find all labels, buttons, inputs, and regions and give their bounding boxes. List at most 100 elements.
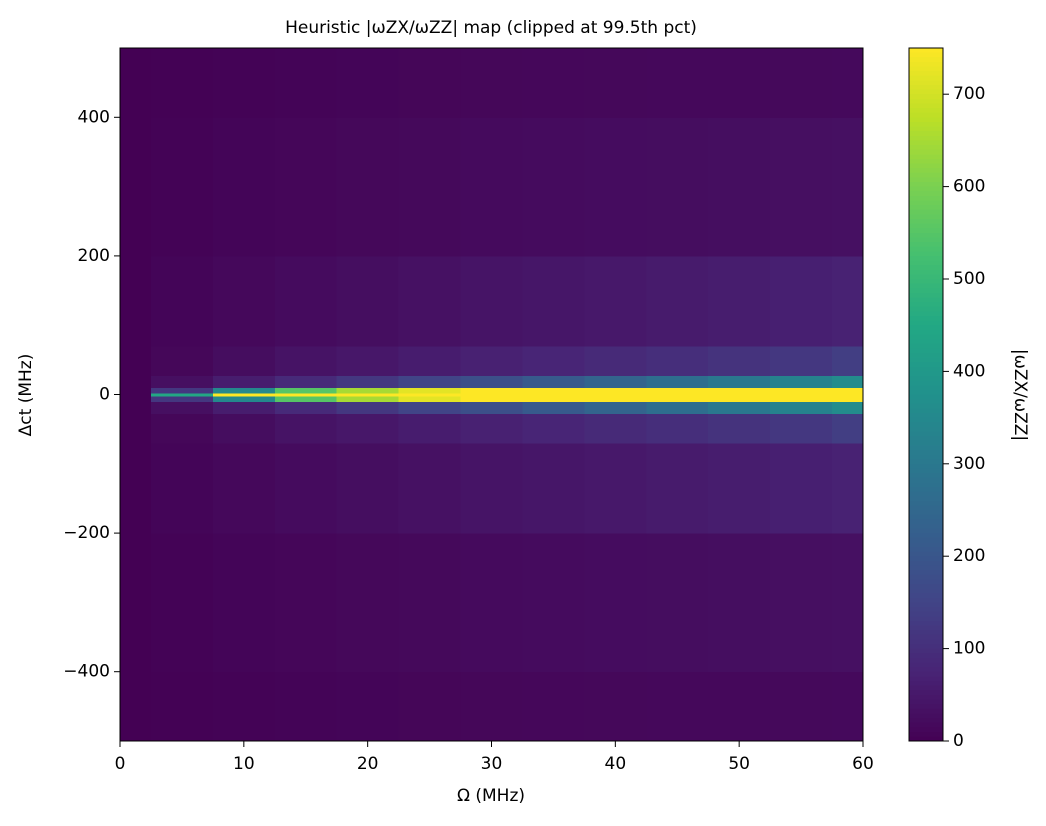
heatmap-cell <box>646 533 709 673</box>
colorbar-swatch <box>909 48 943 54</box>
heatmap-cell <box>212 48 276 118</box>
heatmap-cell <box>398 375 462 389</box>
colorbar-swatch <box>909 52 943 58</box>
heatmap-cell <box>522 387 585 394</box>
heatmap-cell <box>460 413 523 444</box>
colorbar-swatch <box>909 412 943 419</box>
x-tick-label: 40 <box>605 754 627 774</box>
heatmap-cell <box>120 375 152 389</box>
colorbar-swatch <box>909 352 943 359</box>
heatmap-cell <box>150 345 214 376</box>
heatmap-cell <box>646 117 709 257</box>
y-tick-label: 400 <box>78 107 110 127</box>
heatmap-cell <box>274 375 338 389</box>
heatmap-cell <box>274 396 338 402</box>
colorbar-swatch <box>909 302 943 308</box>
colorbar-swatch <box>909 348 943 354</box>
heatmap-cell <box>398 345 462 376</box>
x-tick-label: 60 <box>852 754 874 774</box>
colorbar-swatch <box>909 597 943 603</box>
colorbar-swatch <box>909 583 943 590</box>
colorbar-tick-label: 300 <box>953 454 985 474</box>
colorbar-swatch <box>909 279 943 285</box>
heatmap <box>120 48 864 742</box>
heatmap-cell <box>150 117 214 257</box>
heatmap-cell <box>708 48 771 118</box>
x-axis-label: Ω (MHz) <box>457 786 525 806</box>
colorbar-swatch <box>909 514 943 520</box>
colorbar-swatch <box>909 315 943 322</box>
colorbar-swatch <box>909 431 943 437</box>
colorbar-swatch <box>909 288 943 294</box>
colorbar-swatch <box>909 408 943 414</box>
heatmap-cell <box>460 392 523 397</box>
colorbar-swatch <box>909 643 943 650</box>
heatmap-cell <box>770 533 833 673</box>
heatmap-cell <box>770 48 833 118</box>
heatmap-cell <box>832 345 864 376</box>
heatmap-cell <box>832 401 864 415</box>
heatmap-cell <box>460 533 523 673</box>
heatmap-cell <box>646 401 709 415</box>
colorbar-swatch <box>909 510 943 516</box>
colorbar-swatch <box>909 486 943 493</box>
heatmap-cell <box>708 392 771 397</box>
colorbar-swatch <box>909 274 943 280</box>
heatmap-cell <box>120 387 152 394</box>
colorbar-swatch <box>909 98 943 105</box>
colorbar-swatch <box>909 154 943 160</box>
heatmap-cell <box>584 533 647 673</box>
heatmap-cell <box>522 392 585 397</box>
heatmap-cell <box>646 255 709 347</box>
colorbar-swatch <box>909 657 943 664</box>
colorbar-swatch <box>909 579 943 585</box>
chart-title: Heuristic |ωZX/ωZZ| map (clipped at 99.5… <box>285 18 697 38</box>
colorbar-swatch <box>909 71 943 77</box>
colorbar-swatch <box>909 602 943 608</box>
heatmap-cell <box>522 401 585 415</box>
colorbar-swatch <box>909 616 943 622</box>
heatmap-cell <box>770 117 833 257</box>
heatmap-cell <box>336 345 400 376</box>
colorbar-swatch <box>909 699 943 705</box>
colorbar-swatch <box>909 269 943 275</box>
colorbar-swatch <box>909 560 943 567</box>
colorbar-swatch <box>909 181 943 188</box>
heatmap-cell <box>150 387 214 394</box>
y-tick-label: 200 <box>78 246 110 266</box>
colorbar-swatch <box>909 158 943 165</box>
colorbar-swatch <box>909 685 943 691</box>
colorbar-tick-label: 600 <box>953 177 985 197</box>
colorbar-swatch <box>909 149 943 155</box>
colorbar-swatch <box>909 209 943 215</box>
colorbar-swatch <box>909 177 943 183</box>
colorbar-swatch <box>909 329 943 336</box>
heatmap-cell <box>832 533 864 673</box>
y-tick-label: −400 <box>63 662 110 682</box>
heatmap-cell <box>770 345 833 376</box>
colorbar-swatch <box>909 371 943 377</box>
heatmap-cell <box>708 401 771 415</box>
heatmap-cell <box>770 671 833 742</box>
heatmap-cell <box>398 48 462 118</box>
heatmap-cell <box>274 255 338 347</box>
x-tick-label: 50 <box>728 754 750 774</box>
colorbar-swatch <box>909 653 943 659</box>
colorbar-swatch <box>909 491 943 497</box>
colorbar-swatch <box>909 232 943 239</box>
colorbar-tick-label: 100 <box>953 639 985 659</box>
heatmap-cell <box>120 117 152 257</box>
heatmap-cell <box>770 392 833 397</box>
heatmap-cell <box>460 117 523 257</box>
colorbar-swatch <box>909 306 943 312</box>
heatmap-cell <box>336 375 400 389</box>
x-tick-label: 10 <box>233 754 255 774</box>
heatmap-cell <box>522 396 585 402</box>
colorbar-swatch <box>909 121 943 128</box>
colorbar-swatch <box>909 565 943 571</box>
heatmap-cell <box>336 117 400 257</box>
heatmap-cell <box>460 255 523 347</box>
heatmap-cell <box>120 255 152 347</box>
heatmap-cell <box>336 413 400 444</box>
